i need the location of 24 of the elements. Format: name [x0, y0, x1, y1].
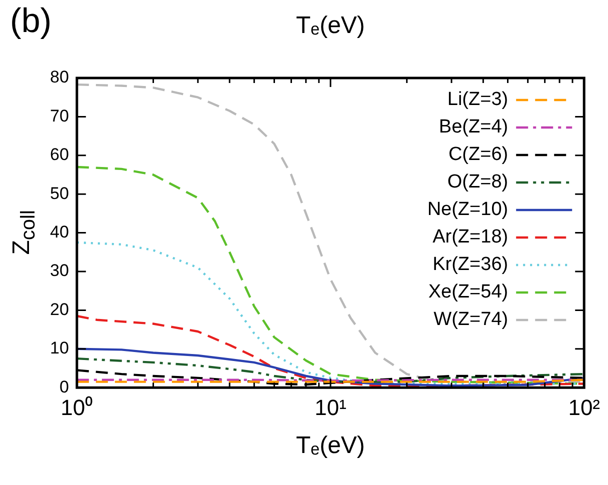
- y-tick-label: 20: [50, 300, 69, 319]
- y-tick-label: 0: [59, 377, 69, 396]
- y-tick-label: 70: [50, 106, 69, 126]
- y-tick-label: 80: [50, 68, 69, 87]
- legend-label: C(Z=6): [448, 144, 508, 166]
- x-tick-label: 10²: [568, 394, 600, 420]
- y-tick-label: 10: [50, 338, 69, 358]
- x-axis-title: Tₑ(eV): [296, 432, 365, 460]
- legend-label: Ne(Z=10): [427, 199, 508, 220]
- x-tick-label: 10⁰: [60, 394, 94, 420]
- legend-label: Xe(Z=54): [428, 282, 508, 303]
- chart-title: Tₑ(eV): [296, 12, 365, 40]
- y-tick-label: 50: [50, 184, 69, 203]
- legend-label: O(Z=8): [447, 172, 508, 193]
- text: (b): [10, 2, 52, 41]
- legend-label: Be(Z=4): [438, 116, 508, 138]
- legend-label: Li(Z=3): [447, 89, 508, 110]
- y-tick-label: 40: [50, 222, 69, 242]
- legend-label: Ar(Z=18): [432, 226, 508, 248]
- y-tick-label: 60: [50, 145, 69, 164]
- legend-label: Kr(Z=36): [432, 254, 508, 276]
- y-tick-label: 30: [50, 261, 69, 280]
- legend-label: W(Z=74): [434, 309, 508, 330]
- x-tick-label: 10¹: [314, 394, 346, 420]
